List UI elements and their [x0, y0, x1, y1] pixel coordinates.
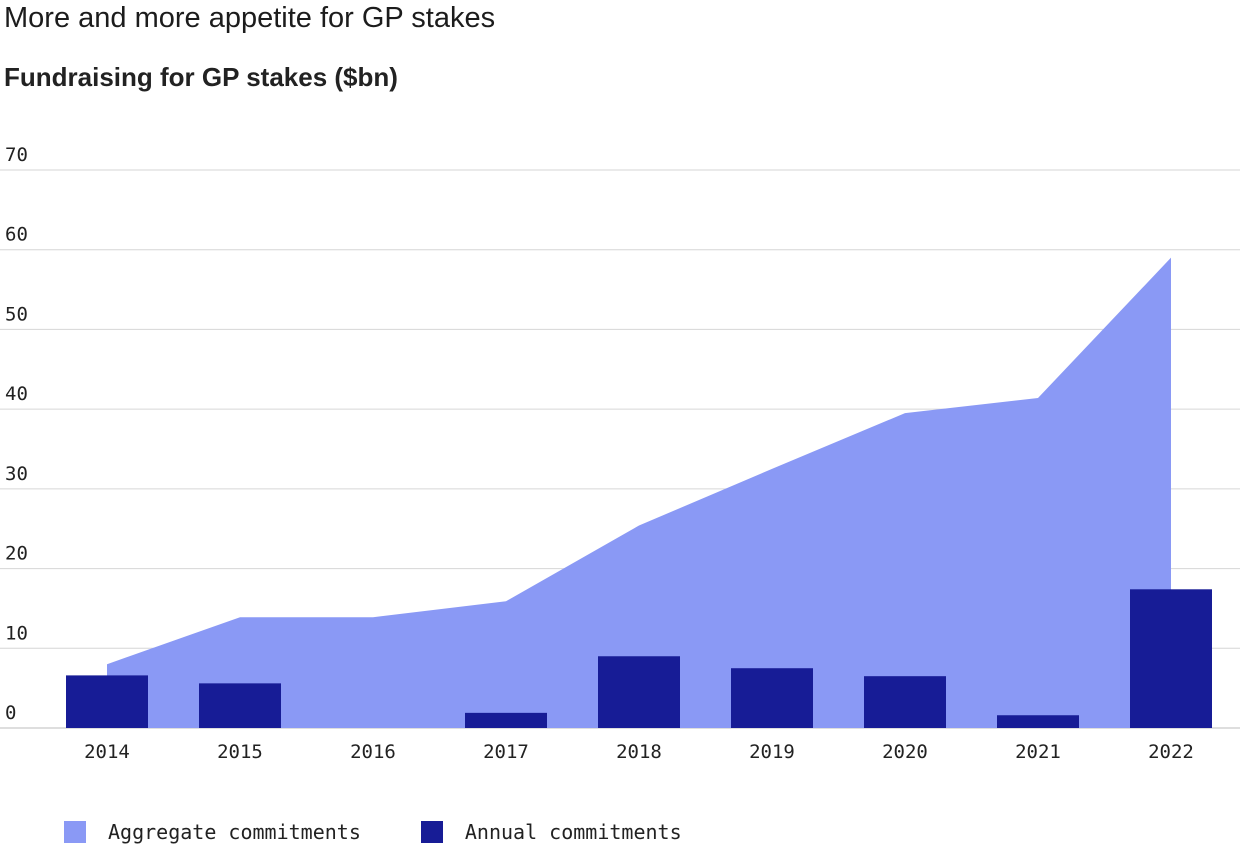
- legend-label-aggregate: Aggregate commitments: [108, 820, 361, 844]
- area-aggregate-commitments: [107, 257, 1171, 728]
- y-tick-label-20: 20: [5, 543, 28, 565]
- y-tick-label-50: 50: [5, 303, 28, 325]
- x-tick-label-2017: 2017: [483, 741, 529, 763]
- bar-annual-2021: [997, 715, 1079, 728]
- x-tick-label-2019: 2019: [749, 741, 795, 763]
- bar-annual-2019: [731, 668, 813, 728]
- y-tick-label-10: 10: [5, 622, 28, 644]
- y-tick-label-60: 60: [5, 224, 28, 246]
- legend-label-annual: Annual commitments: [464, 820, 682, 844]
- y-tick-label-40: 40: [5, 383, 28, 405]
- chart-title: More and more appetite for GP stakes: [4, 2, 496, 34]
- legend-item-aggregate: Aggregate commitments: [64, 820, 361, 844]
- x-tick-label-2014: 2014: [84, 741, 130, 763]
- legend-item-annual: Annual commitments: [420, 820, 682, 844]
- legend-swatch-annual: [420, 821, 443, 843]
- bar-annual-2018: [598, 656, 680, 728]
- bar-annual-2022: [1130, 589, 1212, 728]
- bar-annual-2020: [864, 676, 946, 728]
- y-tick-label-30: 30: [5, 463, 28, 485]
- y-tick-label-0: 0: [5, 702, 16, 724]
- y-tick-label-70: 70: [5, 144, 28, 166]
- x-tick-label-2022: 2022: [1148, 741, 1194, 763]
- x-tick-label-2021: 2021: [1015, 741, 1061, 763]
- bar-annual-2017: [465, 712, 547, 728]
- x-tick-label-2018: 2018: [616, 741, 662, 763]
- x-tick-label-2016: 2016: [350, 741, 396, 763]
- x-tick-label-2015: 2015: [217, 741, 263, 763]
- bar-annual-2015: [199, 683, 281, 728]
- chart-subtitle: Fundraising for GP stakes ($bn): [4, 62, 398, 92]
- chart-plot: 0 10 20 30 40 50 60 70 2014 2015 2016 2017 2018 2019 2…: [0, 144, 1240, 763]
- x-tick-label-2020: 2020: [882, 741, 928, 763]
- bar-annual-2014: [66, 675, 148, 728]
- legend-swatch-aggregate: [64, 821, 86, 843]
- chart-legend: Aggregate commitments Annual commitments: [64, 820, 742, 844]
